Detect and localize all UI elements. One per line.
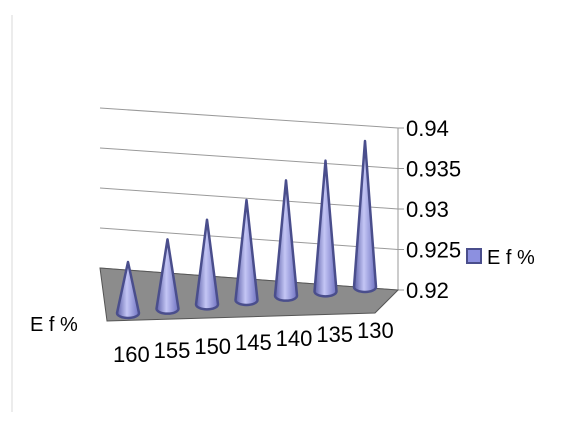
- cone-mark: [115, 260, 141, 320]
- cone-mark: [194, 218, 220, 311]
- x-tick-label: 130: [357, 318, 394, 343]
- gridline: [99, 107, 399, 129]
- x-tick-label: 160: [113, 342, 150, 367]
- x-tick-label: 140: [276, 326, 313, 351]
- cone-body: [234, 198, 259, 307]
- y-tick-label: 0.92: [406, 278, 449, 303]
- y-axis-ticks: 0.94 0.935 0.93 0.925 0.92: [406, 116, 461, 303]
- depth-axis-label: E f %: [30, 314, 78, 336]
- cone-body: [194, 218, 220, 311]
- gridline: [99, 187, 399, 210]
- y-tick-label: 0.93: [406, 197, 449, 222]
- cone-mark: [273, 179, 299, 302]
- cone-mark: [234, 198, 259, 307]
- x-tick-label: 150: [194, 334, 231, 359]
- cone-mark: [313, 159, 338, 298]
- y-tick-label: 0.94: [406, 116, 449, 141]
- cone-series: [115, 139, 378, 320]
- x-tick-label: 155: [154, 338, 191, 363]
- cone-body: [115, 260, 141, 320]
- cone-body: [313, 159, 338, 298]
- x-axis-ticks: 160 155 150 145 140 135 130: [113, 318, 394, 367]
- y-tick-label: 0.935: [406, 157, 461, 182]
- y-tick-label: 0.925: [406, 238, 461, 263]
- x-tick-label: 145: [235, 330, 272, 355]
- legend-label: E f %: [487, 247, 535, 269]
- legend: E f %: [466, 247, 535, 269]
- x-tick-label: 135: [316, 322, 353, 347]
- cone-mark: [352, 139, 378, 294]
- cone-body: [352, 139, 378, 294]
- cone-body: [155, 238, 180, 315]
- gridline: [99, 147, 399, 169]
- cone-mark: [155, 238, 180, 315]
- cone-body: [273, 179, 299, 302]
- legend-swatch: [466, 248, 482, 264]
